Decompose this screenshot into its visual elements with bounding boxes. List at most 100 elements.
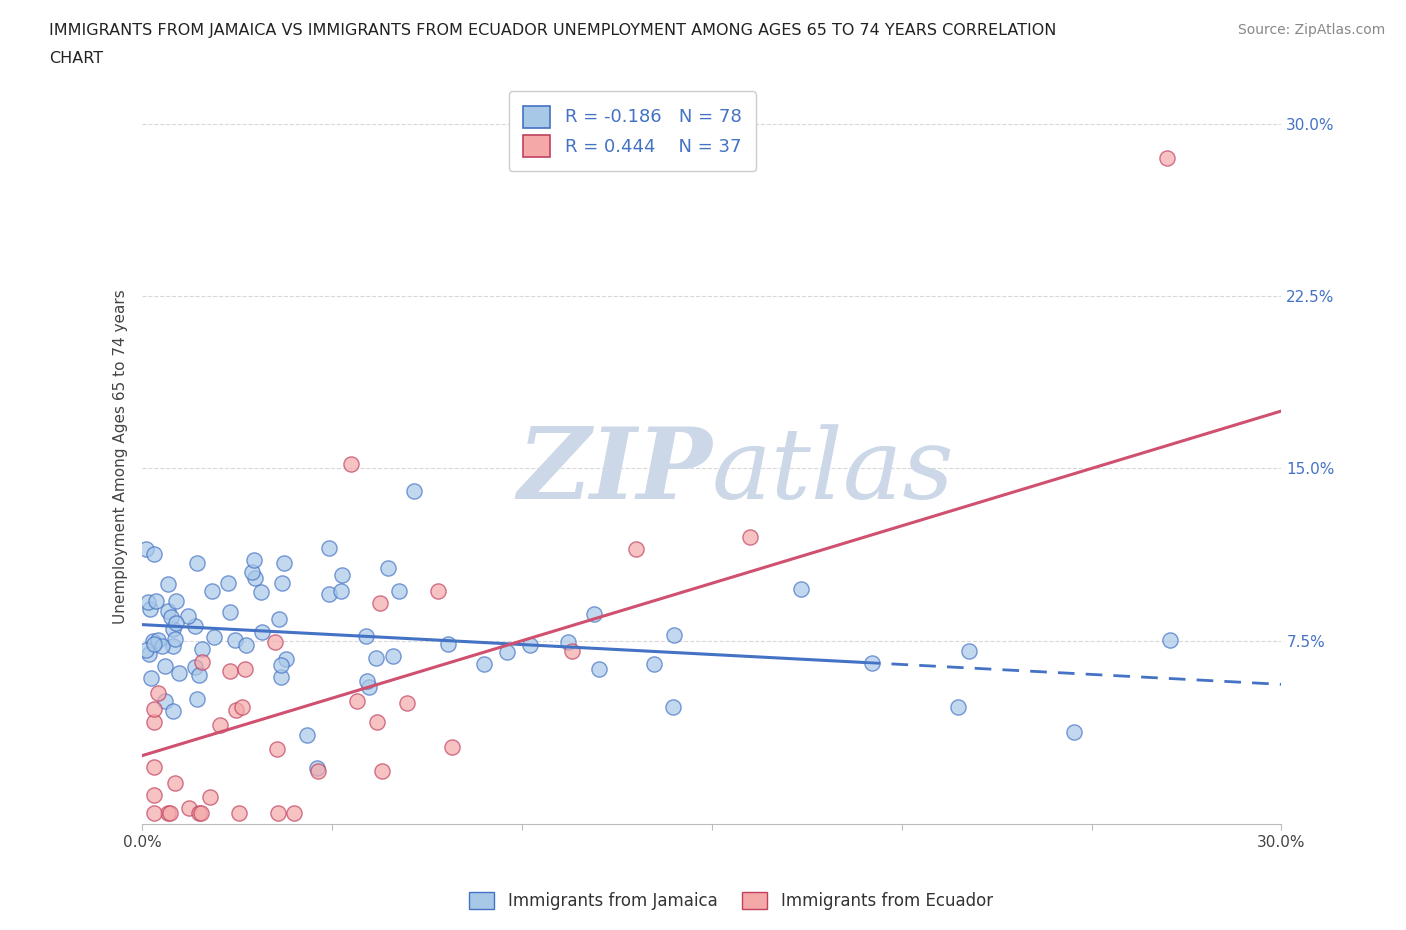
Point [436,637,458,652]
Point [146,685,169,700]
Point [240,565,263,579]
Point [266,805,288,820]
Point [252,624,274,639]
Point [946,699,969,714]
Point [225,703,247,718]
Point [150,638,173,653]
Point [188,668,211,683]
Point [191,642,214,657]
Point [208,718,231,733]
Point [366,714,388,729]
Point [371,764,394,778]
Text: atlas: atlas [711,424,955,519]
Point [427,583,450,598]
Point [138,602,160,617]
Point [357,679,380,694]
Point [201,583,224,598]
Point [165,593,187,608]
Text: CHART: CHART [49,51,103,66]
Point [142,701,165,716]
Point [243,552,266,567]
Point [135,542,157,557]
Point [146,632,169,647]
Point [135,643,157,658]
Point [153,694,176,709]
Point [143,547,166,562]
Point [274,652,297,667]
Point [368,596,391,611]
Point [388,584,411,599]
Legend: R = -0.186   N = 78, R = 0.444    N = 37: R = -0.186 N = 78, R = 0.444 N = 37 [509,91,755,171]
Point [318,540,340,555]
Point [155,659,177,674]
Point [186,556,208,571]
Point [162,639,184,654]
Point [245,570,267,585]
Point [396,696,419,711]
Point [162,622,184,637]
Point [329,583,352,598]
Point [228,805,250,820]
Point [382,649,405,664]
Point [191,655,214,670]
Point [789,581,811,596]
Point [142,788,165,803]
Point [557,634,579,649]
Point [270,576,292,591]
Point [266,741,288,756]
Point [738,530,761,545]
Legend: Immigrants from Jamaica, Immigrants from Ecuador: Immigrants from Jamaica, Immigrants from… [463,885,1000,917]
Point [143,636,166,651]
Point [957,644,980,658]
Point [217,576,239,591]
Point [860,656,883,671]
Point [218,664,240,679]
Point [297,728,319,743]
Point [179,800,201,815]
Point [159,805,181,820]
Point [356,673,378,688]
Point [202,630,225,644]
Point [145,593,167,608]
Point [588,662,610,677]
Text: Source: ZipAtlas.com: Source: ZipAtlas.com [1237,23,1385,37]
Point [250,584,273,599]
Point [219,604,242,619]
Point [136,594,159,609]
Point [233,662,256,677]
Point [186,692,208,707]
Point [157,577,180,591]
Point [377,560,399,575]
Point [187,805,209,820]
Point [138,646,160,661]
Point [165,776,187,790]
Point [330,568,353,583]
Point [156,805,179,820]
Point [235,637,257,652]
Point [307,764,329,778]
Text: IMMIGRANTS FROM JAMAICA VS IMMIGRANTS FROM ECUADOR UNEMPLOYMENT AMONG AGES 65 TO: IMMIGRANTS FROM JAMAICA VS IMMIGRANTS FR… [49,23,1056,38]
Y-axis label: Unemployment Among Ages 65 to 74 years: Unemployment Among Ages 65 to 74 years [114,289,128,624]
Point [440,739,463,754]
Point [624,541,647,556]
Point [264,634,287,649]
Point [346,694,368,709]
Point [231,699,253,714]
Text: ZIP: ZIP [517,423,711,520]
Point [190,805,212,820]
Point [141,633,163,648]
Point [273,555,295,570]
Point [1156,151,1178,166]
Point [184,659,207,674]
Point [198,790,221,804]
Point [167,666,190,681]
Point [662,699,685,714]
Point [142,805,165,820]
Point [496,644,519,659]
Point [270,658,292,672]
Point [183,619,205,634]
Point [561,644,583,658]
Point [165,632,187,647]
Point [141,671,163,685]
Point [1063,724,1085,739]
